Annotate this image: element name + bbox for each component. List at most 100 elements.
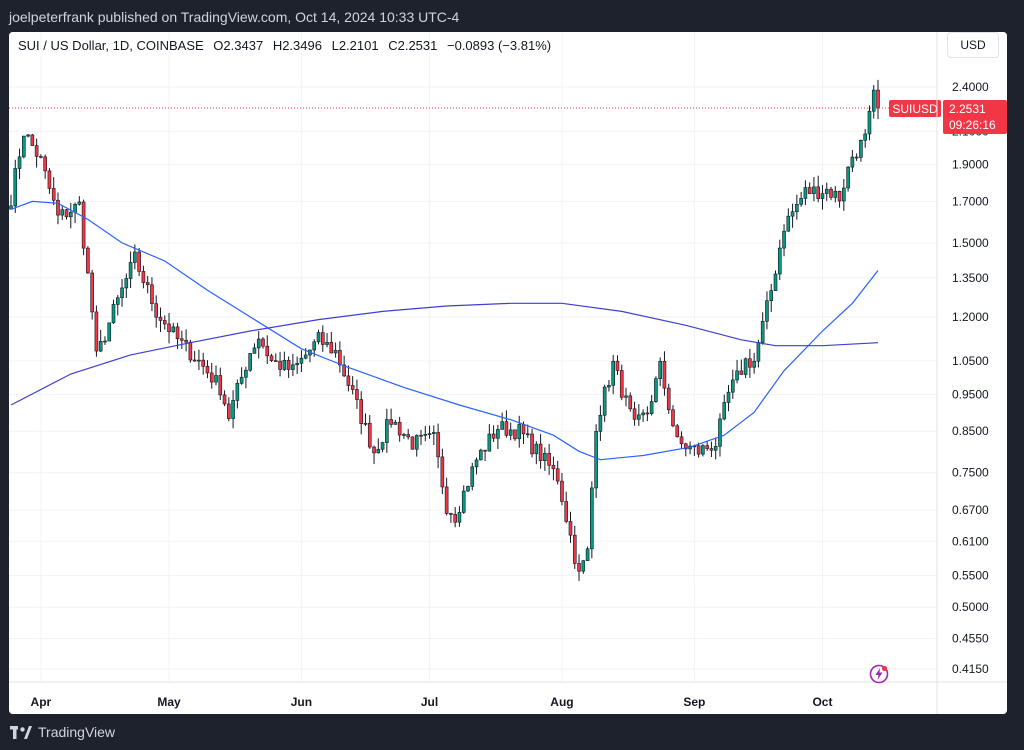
candle — [560, 472, 564, 506]
candle-body — [859, 140, 863, 158]
candle-body — [530, 433, 534, 455]
candle-body — [449, 513, 453, 515]
candle — [222, 390, 227, 407]
candle-body — [876, 89, 880, 109]
candle-body — [393, 421, 398, 425]
candle — [359, 391, 364, 435]
price-badge-countdown: 09:26:16 — [949, 118, 996, 132]
candle-body — [453, 514, 457, 523]
currency-button[interactable]: USD — [947, 32, 999, 58]
candle-body — [709, 448, 714, 451]
candle-body — [500, 421, 504, 430]
candle — [555, 460, 560, 485]
candle — [508, 422, 513, 441]
candle — [261, 337, 265, 349]
price-badge-symbol: SUIUSD — [892, 102, 938, 116]
candle-body — [145, 282, 150, 286]
candle-body — [491, 433, 496, 439]
candle — [427, 425, 432, 439]
candle — [162, 315, 167, 330]
bottom-bar: TradingView — [0, 714, 1024, 750]
price-chart[interactable]: 2.40002.10001.90001.70001.50001.35001.20… — [9, 32, 1007, 714]
y-tick-label: 2.4000 — [952, 80, 989, 94]
candle — [602, 384, 607, 422]
candle-body — [777, 247, 782, 275]
flash-icon[interactable] — [869, 664, 889, 684]
candle-body — [56, 199, 60, 216]
candle-body — [598, 414, 603, 432]
candle — [201, 352, 205, 375]
candle — [414, 434, 419, 457]
candle-body — [799, 198, 803, 205]
candle — [470, 462, 475, 491]
candle — [51, 177, 56, 206]
candle — [329, 331, 334, 354]
candle — [385, 408, 389, 453]
chart-panel[interactable]: 2.40002.10001.90001.70001.50001.35001.20… — [9, 32, 1007, 714]
candle — [718, 413, 722, 457]
candle — [389, 408, 393, 428]
candle — [372, 445, 376, 465]
candle-body — [705, 445, 709, 449]
tradingview-logo[interactable]: TradingView — [10, 724, 115, 740]
candle — [812, 176, 816, 202]
candle — [487, 424, 492, 452]
candle — [291, 353, 295, 376]
candle — [479, 448, 483, 461]
candle-body — [739, 370, 744, 375]
candle-body — [846, 166, 850, 189]
candle — [649, 395, 654, 416]
candle — [98, 329, 103, 352]
candle-body — [547, 452, 551, 466]
candle-body — [718, 418, 722, 447]
legend-change: −0.0893 (−3.81%) — [447, 38, 552, 53]
candle-body — [47, 170, 52, 189]
candle-body — [389, 419, 393, 425]
candle — [432, 425, 436, 446]
candle — [436, 423, 440, 469]
candle — [696, 442, 701, 458]
candle — [820, 185, 825, 210]
candle — [466, 485, 470, 492]
candle-body — [504, 421, 509, 436]
candle — [22, 135, 26, 159]
legend-close: 2.2531 — [397, 38, 438, 53]
candle — [299, 350, 304, 372]
candle — [726, 384, 731, 412]
candle — [500, 412, 504, 430]
moving-average-slow — [10, 302, 879, 406]
candle-body — [214, 375, 218, 383]
candle — [192, 350, 197, 362]
candle-body — [244, 369, 248, 378]
candle-body — [291, 364, 295, 370]
candle — [346, 365, 351, 392]
candle — [167, 312, 171, 344]
legend-low-label: L — [331, 38, 339, 53]
candle — [128, 251, 133, 288]
candle — [795, 194, 799, 220]
candle-body — [795, 203, 799, 213]
candle — [705, 440, 709, 451]
candle — [654, 376, 658, 403]
candle — [410, 436, 415, 450]
candle-body — [325, 342, 329, 345]
candle-body — [137, 251, 141, 272]
y-tick-label: 0.9500 — [952, 387, 989, 401]
candle — [765, 291, 769, 330]
candle-body — [150, 284, 154, 304]
legend-close-label: C — [388, 38, 398, 53]
legend-high-label: H — [272, 38, 283, 53]
legend-symbol: SUI / US Dollar, 1D, COINBASE — [18, 38, 204, 53]
candle-body — [807, 187, 812, 194]
x-tick-label: Jun — [291, 695, 312, 709]
candle-body — [154, 303, 159, 318]
candle-body — [359, 399, 364, 424]
candle — [829, 186, 833, 201]
candle — [397, 416, 402, 442]
candle-body — [423, 434, 428, 436]
candle-body — [346, 375, 351, 386]
x-tick-label: May — [157, 695, 181, 709]
candle — [859, 139, 863, 162]
candle — [782, 224, 786, 257]
x-tick-label: Aug — [550, 695, 573, 709]
